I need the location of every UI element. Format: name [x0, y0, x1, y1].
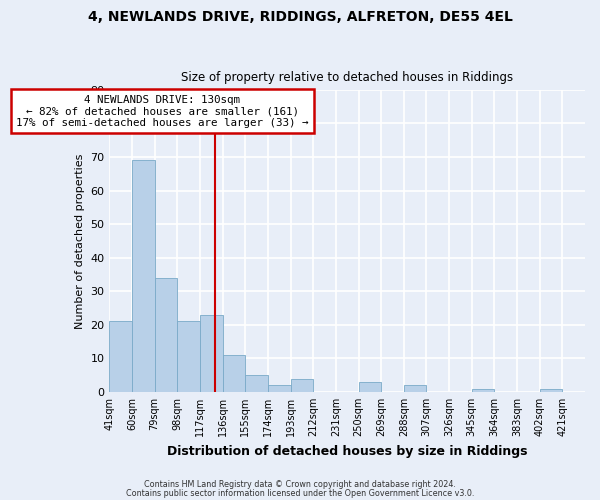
X-axis label: Distribution of detached houses by size in Riddings: Distribution of detached houses by size … [167, 444, 527, 458]
Bar [268, 385, 290, 392]
Title: Size of property relative to detached houses in Riddings: Size of property relative to detached ho… [181, 72, 513, 85]
Bar [472, 388, 494, 392]
Bar [178, 322, 200, 392]
Text: 4 NEWLANDS DRIVE: 130sqm
← 82% of detached houses are smaller (161)
17% of semi-: 4 NEWLANDS DRIVE: 130sqm ← 82% of detach… [16, 95, 308, 128]
Bar [200, 314, 223, 392]
Bar [540, 388, 562, 392]
Bar [109, 322, 132, 392]
Bar [245, 375, 268, 392]
Bar [359, 382, 381, 392]
Text: Contains HM Land Registry data © Crown copyright and database right 2024.: Contains HM Land Registry data © Crown c… [144, 480, 456, 489]
Bar [223, 355, 245, 392]
Bar [132, 160, 155, 392]
Text: 4, NEWLANDS DRIVE, RIDDINGS, ALFRETON, DE55 4EL: 4, NEWLANDS DRIVE, RIDDINGS, ALFRETON, D… [88, 10, 512, 24]
Bar [155, 278, 178, 392]
Bar [290, 378, 313, 392]
Text: Contains public sector information licensed under the Open Government Licence v3: Contains public sector information licen… [126, 488, 474, 498]
Bar [404, 385, 427, 392]
Y-axis label: Number of detached properties: Number of detached properties [75, 153, 85, 328]
